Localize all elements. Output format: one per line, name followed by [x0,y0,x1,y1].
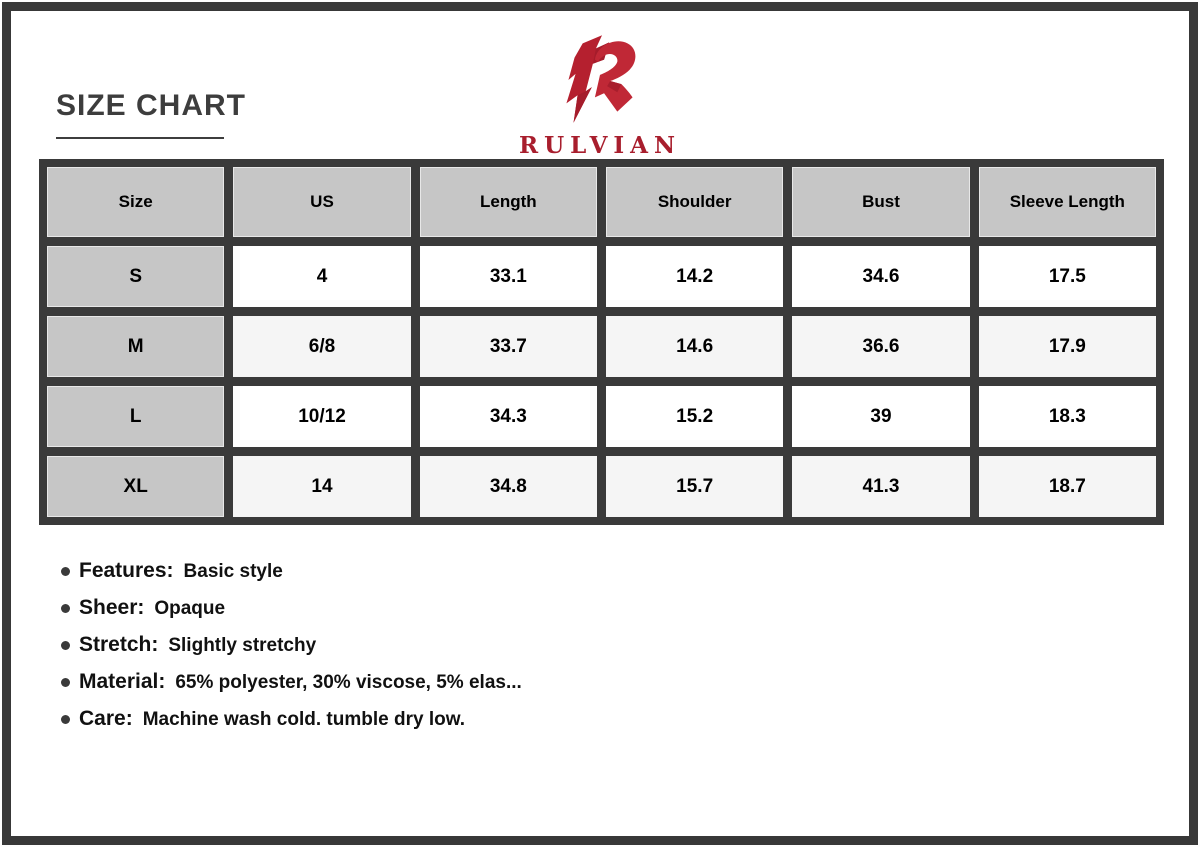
cell-m-shoulder: 14.6 [605,316,784,377]
rulvian-logo-icon [566,35,636,123]
cell-xl-us: 14 [233,456,411,517]
cell-xl-sleeve-length: 18.7 [978,456,1156,517]
bullet-icon [61,603,70,613]
cell-m-sleeve-length: 17.9 [978,316,1156,377]
detail-stretch: Stretch: Slightly stretchy [61,633,522,657]
cell-m-us: 6/8 [233,316,411,377]
detail-label: Features: [79,559,174,582]
detail-care: Care: Machine wash cold. tumble dry low. [61,707,522,731]
detail-value: 65% polyester, 30% viscose, 5% elas... [175,672,522,693]
cell-xl-length: 34.8 [419,456,597,517]
detail-material: Material: 65% polyester, 30% viscose, 5%… [61,670,522,694]
cell-m-length: 33.7 [419,316,597,377]
bullet-icon [61,640,70,650]
row-label-m: M [47,316,225,377]
cell-s-shoulder: 14.2 [605,246,784,307]
detail-value: Opaque [154,598,226,619]
detail-sheer: Sheer: Opaque [61,596,522,620]
cell-l-shoulder: 15.2 [605,386,784,447]
detail-label: Sheer: [79,596,145,619]
cell-l-bust: 39 [792,386,970,447]
row-label-xl: XL [47,456,225,517]
row-label-s: S [47,246,225,307]
cell-xl-shoulder: 15.7 [605,456,784,517]
bullet-icon [61,714,70,724]
product-details-list: Features: Basic style Sheer: Opaque Stre… [61,559,522,744]
detail-value: Basic style [183,561,283,582]
detail-label: Stretch: [79,633,159,656]
cell-s-length: 33.1 [419,246,597,307]
bullet-icon [61,677,70,687]
table-header-us: US [233,167,411,237]
title-underline [56,137,224,139]
table-header-bust: Bust [792,167,970,237]
detail-value: Slightly stretchy [168,635,317,656]
cell-s-sleeve-length: 17.5 [978,246,1156,307]
cell-l-us: 10/12 [233,386,411,447]
table-header-shoulder: Shoulder [605,167,784,237]
detail-label: Care: [79,707,133,730]
table-header-sleeve-length: Sleeve Length [978,167,1156,237]
bullet-icon [61,566,70,576]
cell-l-sleeve-length: 18.3 [978,386,1156,447]
cell-xl-bust: 41.3 [792,456,970,517]
table-header-size: Size [47,167,225,237]
size-table: Size US Length Shoulder Bust Sleeve Leng… [39,159,1164,525]
cell-s-bust: 34.6 [792,246,970,307]
cell-l-length: 34.3 [419,386,597,447]
cell-m-bust: 36.6 [792,316,970,377]
row-label-l: L [47,386,225,447]
brand-block: RULVIAN [11,33,1189,159]
cell-s-us: 4 [233,246,411,307]
detail-label: Material: [79,670,166,693]
page-title: SIZE CHART [56,89,246,122]
detail-features: Features: Basic style [61,559,522,583]
brand-name: RULVIAN [518,132,682,159]
detail-value: Machine wash cold. tumble dry low. [142,709,466,730]
table-header-length: Length [419,167,597,237]
title-block: SIZE CHART [56,89,246,139]
